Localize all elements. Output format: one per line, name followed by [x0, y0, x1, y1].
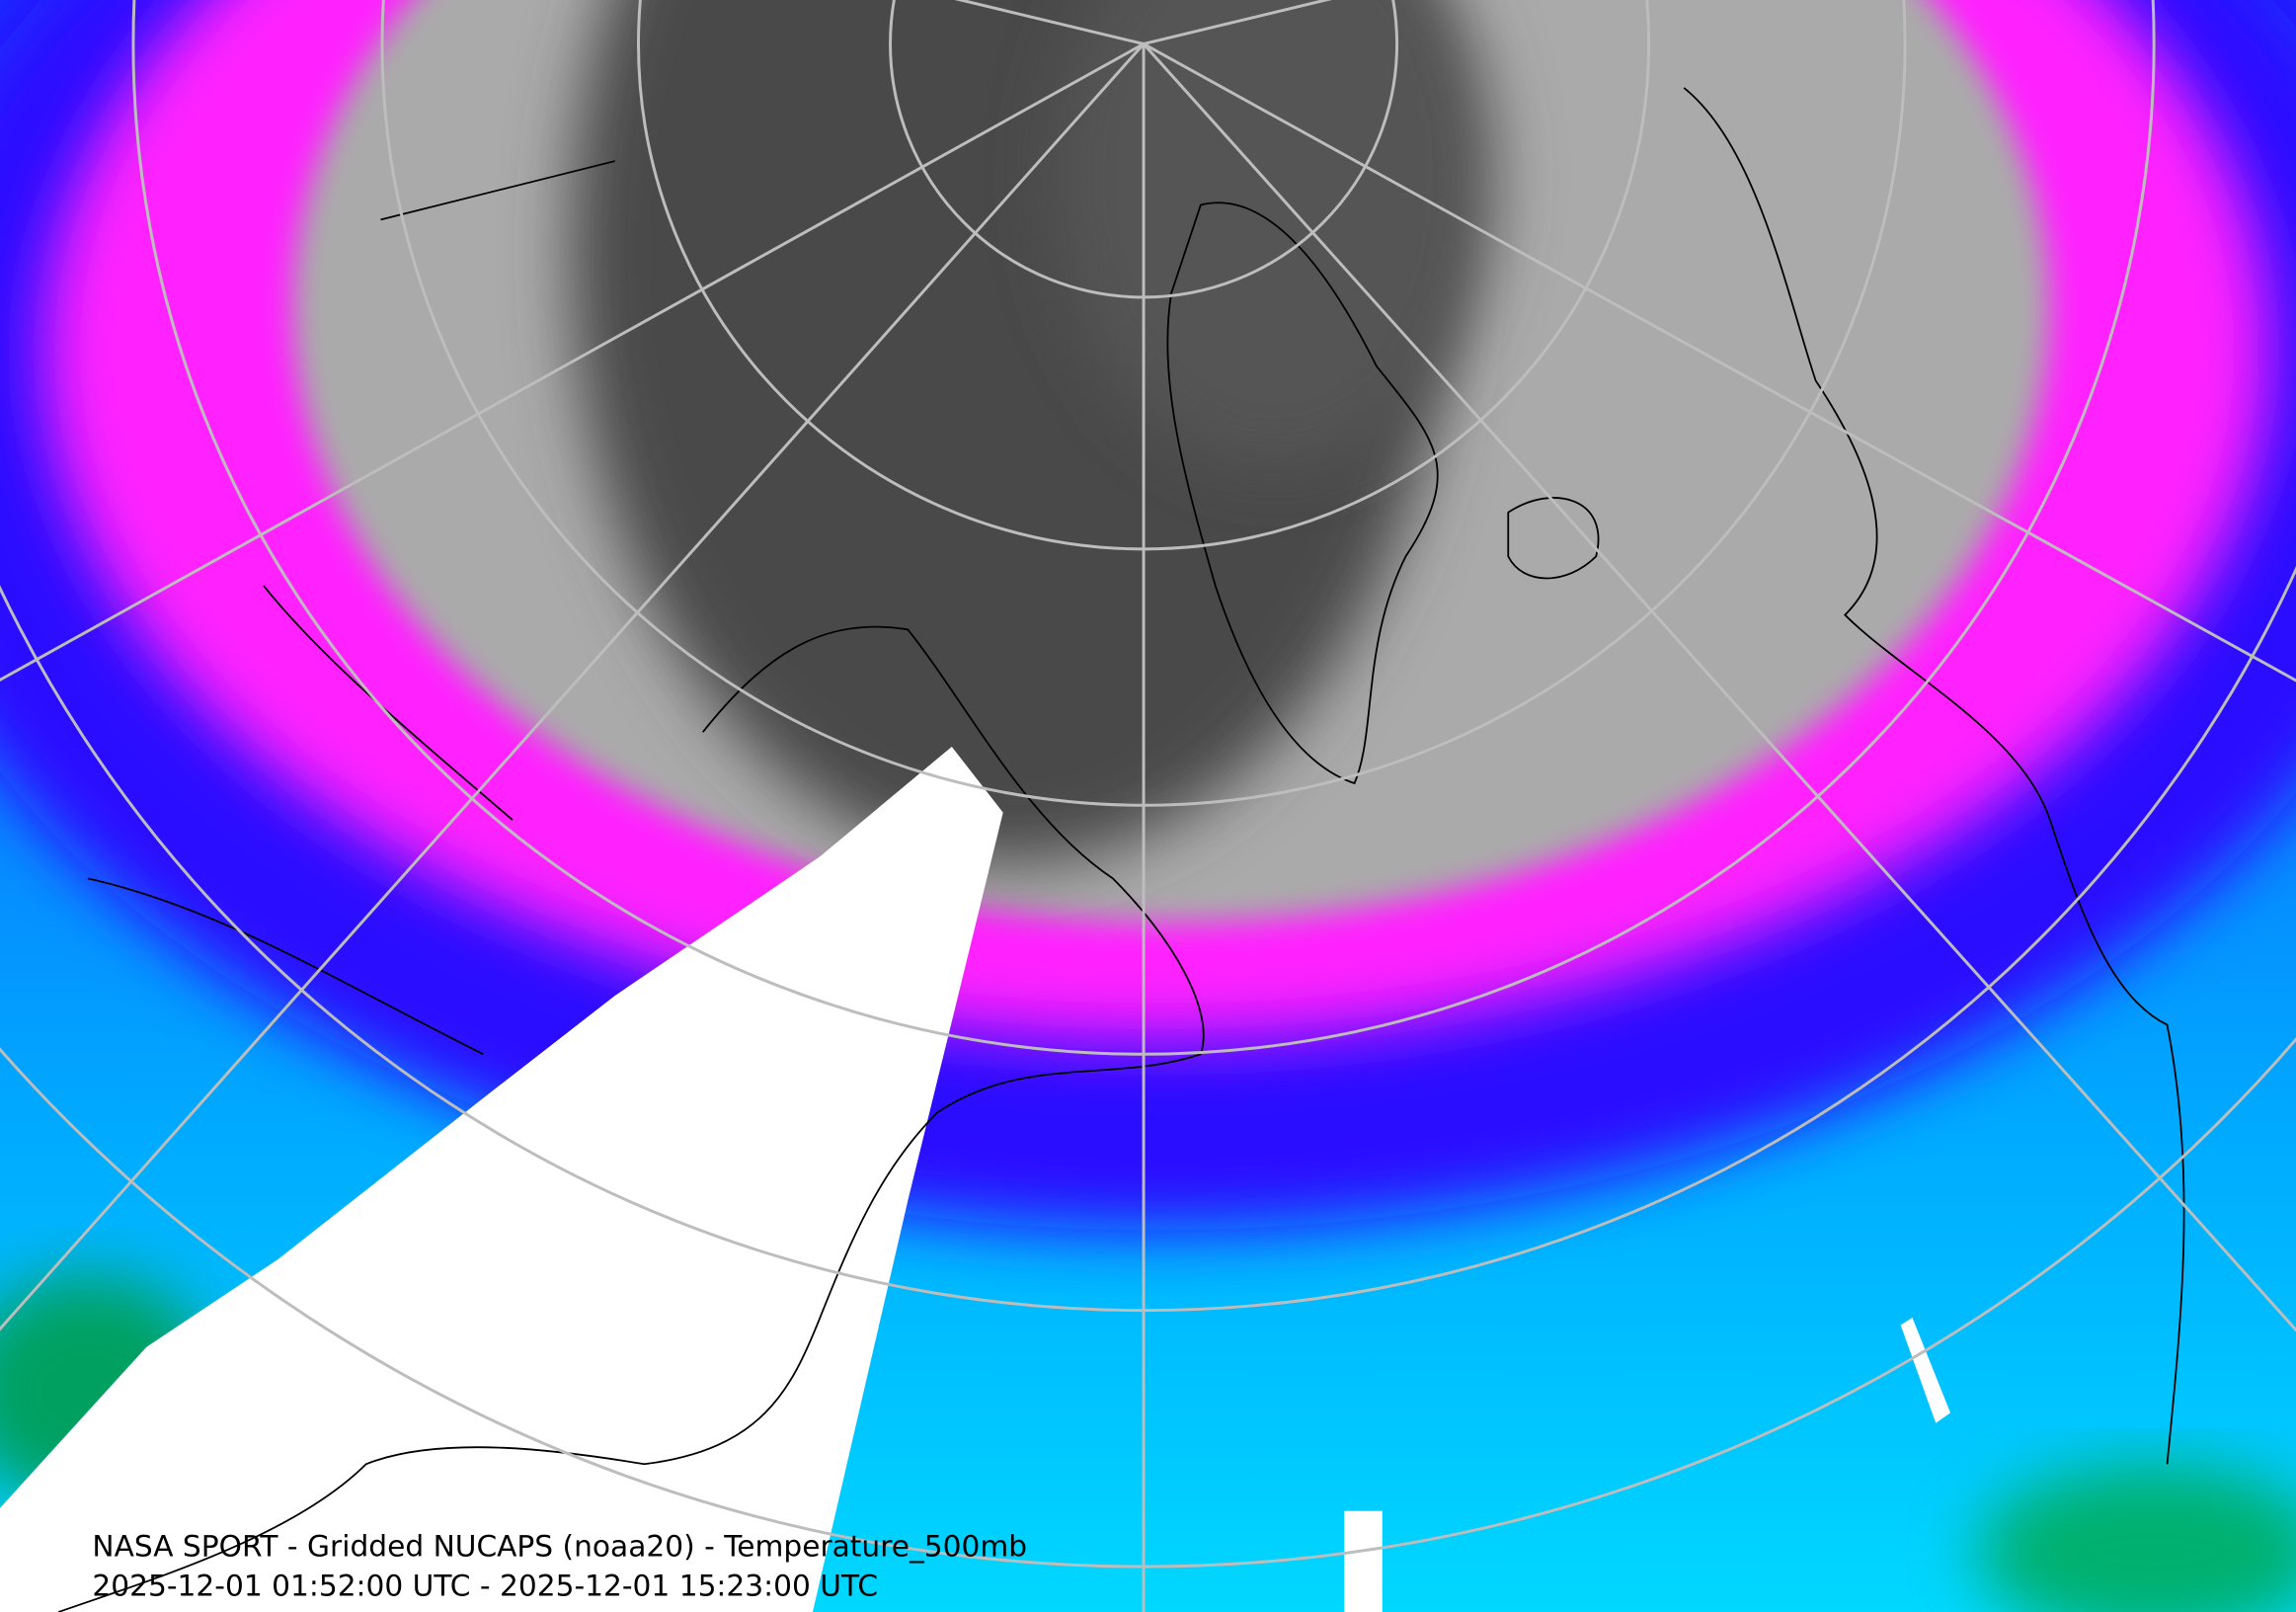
coldest-region — [1054, 0, 1494, 469]
data-gap — [1900, 1318, 1951, 1423]
iceland — [1507, 497, 1600, 580]
map-time-range: 2025-12-01 01:52:00 UTC - 2025-12-01 15:… — [92, 1569, 878, 1603]
north-america — [58, 625, 1205, 1612]
map-title: NASA SPORT - Gridded NUCAPS (noaa20) - T… — [92, 1529, 1027, 1564]
warm-patch — [1976, 1464, 2296, 1612]
greenland — [1166, 202, 1439, 785]
data-gap — [1344, 1510, 1383, 1612]
data-gap — [0, 746, 1003, 1612]
europe-africa — [1683, 87, 2185, 1465]
